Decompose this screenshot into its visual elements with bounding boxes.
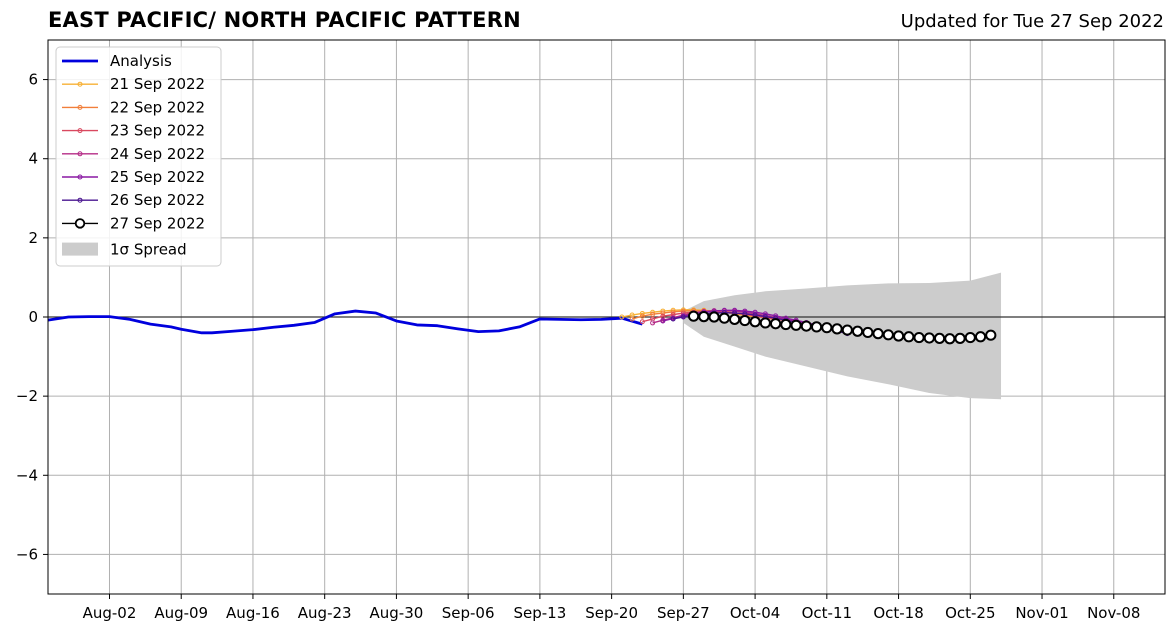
legend-marker	[77, 104, 83, 110]
legend-label: 24 Sep 2022	[110, 145, 205, 163]
y-tick-label: −6	[16, 545, 38, 563]
legend-swatch	[62, 242, 98, 256]
forecast-marker	[872, 328, 884, 340]
x-tick-label: Nov-01	[1015, 604, 1068, 622]
forecast-marker	[728, 313, 741, 325]
x-tick-label: Oct-04	[730, 604, 780, 622]
legend-label: 26 Sep 2022	[110, 191, 205, 209]
forecast-marker	[974, 331, 987, 343]
x-axis-ticks: Aug-02 Aug-09 Aug-16 Aug-23 Aug-30 Sep-06 Sep-…	[83, 594, 1140, 622]
x-tick-label: Sep-20	[585, 604, 638, 622]
legend-label: 23 Sep 2022	[110, 122, 205, 140]
y-tick-label: 4	[28, 150, 38, 168]
y-tick-label: −4	[16, 466, 38, 484]
legend-marker	[77, 174, 83, 180]
forecast-marker	[944, 333, 956, 345]
forecast-marker	[670, 316, 676, 322]
x-tick-label: Aug-02	[83, 604, 137, 622]
x-tick-label: Sep-06	[442, 604, 495, 622]
forecast-marker	[752, 309, 758, 315]
forecast-marker	[670, 309, 676, 315]
forecast-marker	[933, 332, 946, 344]
forecast-marker	[862, 326, 874, 339]
forecast-marker	[650, 311, 656, 317]
chart-title: EAST PACIFIC/ NORTH PACIFIC PATTERN	[48, 8, 521, 32]
forecast-marker	[639, 313, 645, 319]
legend-label: Analysis	[110, 52, 172, 70]
spread-area	[683, 272, 1002, 400]
y-tick-label: 6	[28, 71, 38, 89]
forecast-marker	[660, 318, 666, 324]
forecast-marker	[732, 307, 738, 313]
forecast-marker	[688, 310, 700, 322]
forecast-marker	[985, 329, 997, 341]
forecast-marker	[780, 318, 792, 331]
x-tick-label: Sep-13	[513, 604, 566, 622]
legend-label: 22 Sep 2022	[110, 98, 205, 116]
x-tick-label: Oct-25	[945, 604, 995, 622]
legend-marker	[74, 218, 86, 229]
x-tick-label: Aug-16	[226, 604, 280, 622]
forecast-marker	[851, 325, 864, 337]
forecast-marker	[892, 330, 905, 342]
legend-marker	[77, 128, 83, 134]
forecast-marker	[762, 311, 768, 317]
forecast-line	[642, 311, 797, 323]
forecast-marker	[841, 324, 853, 336]
legend-marker	[77, 81, 83, 87]
forecast-marker	[923, 332, 935, 344]
legend-label: 25 Sep 2022	[110, 168, 205, 186]
forecast-marker	[660, 310, 666, 316]
forecast-marker	[964, 331, 976, 344]
x-tick-label: Aug-09	[154, 604, 208, 622]
x-tick-label: Aug-30	[370, 604, 424, 622]
x-tick-label: Aug-23	[298, 604, 352, 622]
y-tick-label: 0	[28, 308, 38, 326]
x-tick-label: Sep-27	[657, 604, 710, 622]
forecast-marker	[619, 314, 625, 320]
y-tick-label: 2	[28, 229, 38, 247]
forecast-marker	[903, 331, 915, 343]
forecast-marker	[800, 320, 812, 332]
x-tick-label: Oct-18	[873, 604, 923, 622]
forecast-marker	[882, 329, 894, 341]
forecast-marker	[718, 312, 730, 324]
forecast-marker	[629, 316, 635, 322]
forecast-marker	[708, 311, 720, 323]
forecast-marker	[650, 320, 656, 326]
forecast-marker	[639, 319, 645, 325]
spread-band	[683, 272, 1002, 400]
forecast-marker	[739, 314, 751, 327]
series-layer	[47, 307, 997, 345]
forecast-marker	[913, 331, 925, 344]
y-axis-ticks: −6 −4 −2 0 2 4 6	[16, 71, 48, 563]
legend-marker	[77, 197, 83, 203]
forecast-marker	[742, 308, 748, 314]
analysis-line	[47, 309, 643, 335]
forecast-marker	[769, 318, 782, 330]
forecast-marker	[831, 323, 843, 335]
legend-label: 21 Sep 2022	[110, 75, 205, 93]
legend-label: 27 Sep 2022	[110, 214, 205, 232]
legend-box	[55, 46, 222, 267]
forecast-marker	[680, 314, 686, 320]
legend-label: 1σ Spread	[110, 241, 187, 259]
forecast-marker	[810, 321, 823, 333]
y-tick-label: −2	[16, 387, 38, 405]
forecast-marker	[698, 311, 710, 323]
forecast-marker	[759, 317, 771, 329]
x-tick-label: Nov-08	[1087, 604, 1140, 622]
forecast-marker	[790, 319, 802, 331]
forecast-marker	[639, 310, 645, 316]
updated-date: Updated for Tue 27 Sep 2022	[900, 11, 1164, 32]
forecast-marker	[749, 316, 761, 328]
forecast-marker	[954, 332, 966, 344]
legend-marker	[77, 151, 83, 157]
legend: Analysis 21 Sep 2022 22 Sep 2022 23 Sep 202…	[55, 46, 222, 267]
x-tick-label: Oct-11	[802, 604, 852, 622]
forecast-marker	[821, 322, 833, 334]
